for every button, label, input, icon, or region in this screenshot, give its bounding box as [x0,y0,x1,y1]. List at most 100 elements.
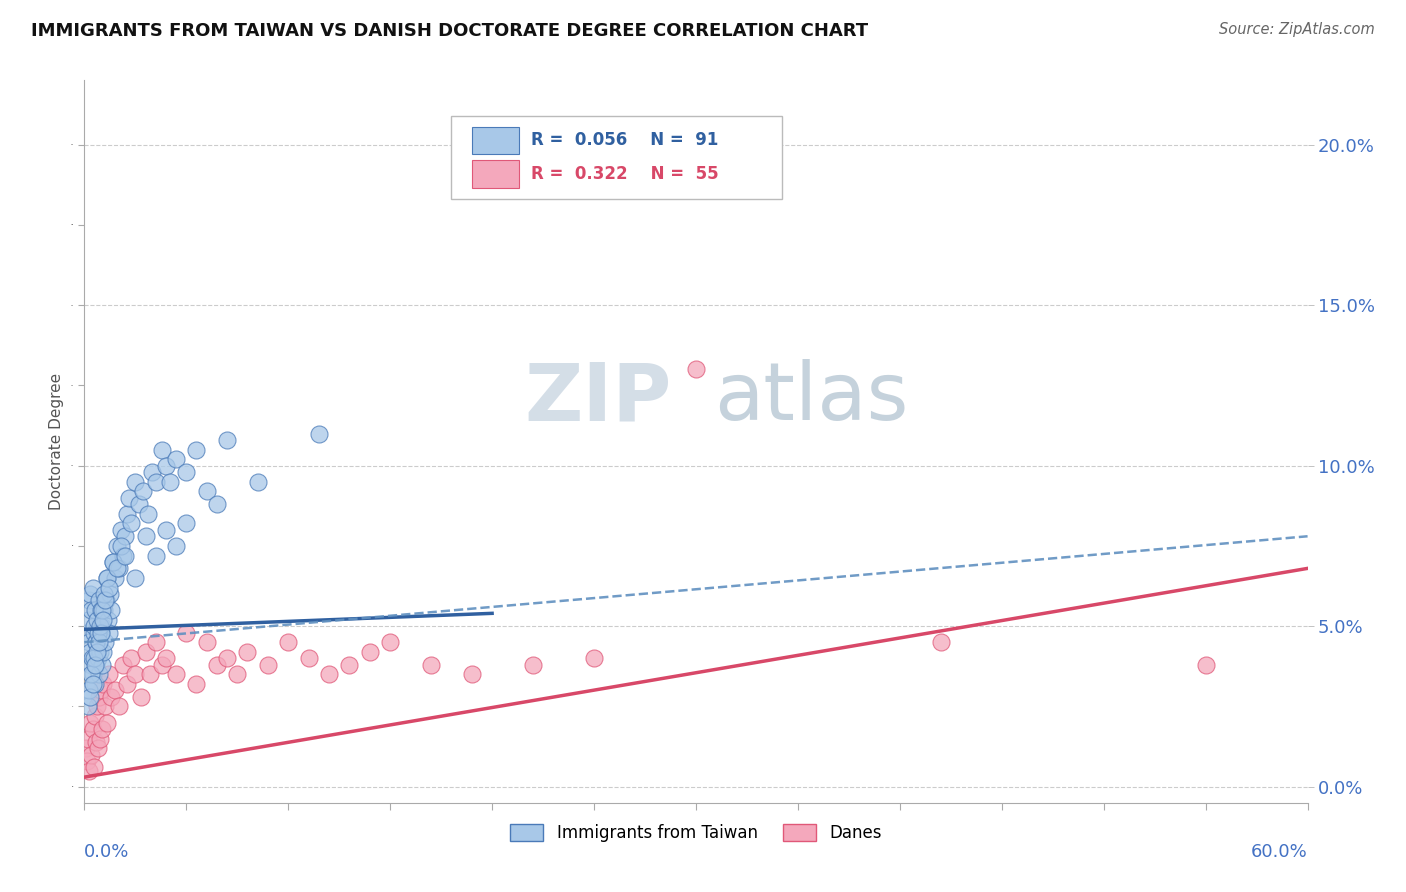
Point [226,667,249,681]
Point [104,571,127,585]
Point [217,433,239,447]
Text: IMMIGRANTS FROM TAIWAN VS DANISH DOCTORATE DEGREE CORRELATION CHART: IMMIGRANTS FROM TAIWAN VS DANISH DOCTORA… [31,22,868,40]
Point [90,657,112,672]
Point [83,760,105,774]
Point [110,523,132,537]
Point [120,651,142,665]
Point [80,747,103,762]
Point [79,683,101,698]
Point [155,458,177,473]
Point [79,764,101,778]
Point [461,667,484,681]
Point [929,635,952,649]
Point [155,651,177,665]
Point [112,549,135,563]
Point [83,657,105,672]
Text: R =  0.056    N =  91: R = 0.056 N = 91 [531,131,718,149]
FancyBboxPatch shape [451,117,782,200]
Point [236,645,259,659]
Point [141,465,163,479]
Point [76,754,98,768]
Point [87,635,110,649]
Point [83,651,105,665]
Point [104,683,127,698]
Point [128,497,150,511]
Point [83,619,105,633]
Point [120,516,142,531]
Point [186,442,208,457]
Point [101,555,124,569]
Point [257,657,280,672]
Point [97,581,120,595]
Point [114,549,136,563]
Point [77,635,100,649]
Point [145,475,167,489]
Point [80,657,103,672]
Point [101,555,124,569]
Point [174,516,197,531]
Point [86,651,108,665]
Point [298,651,321,665]
Point [84,657,107,672]
Point [91,677,114,691]
Point [82,677,104,691]
Point [89,619,111,633]
Point [159,475,181,489]
Point [420,657,443,672]
Point [82,667,104,681]
Point [115,507,138,521]
Text: atlas: atlas [714,359,908,437]
Point [150,657,173,672]
Point [79,645,101,659]
Point [165,539,187,553]
Point [165,452,187,467]
Point [339,657,361,672]
Point [86,699,108,714]
FancyBboxPatch shape [472,127,519,154]
Point [97,613,120,627]
Y-axis label: Doctorate Degree: Doctorate Degree [49,373,63,510]
Point [318,667,340,681]
Point [108,561,131,575]
Point [79,593,101,607]
Point [105,561,128,575]
Point [115,677,138,691]
Point [136,507,159,521]
Text: Source: ZipAtlas.com: Source: ZipAtlas.com [1219,22,1375,37]
Point [89,731,111,746]
Point [124,571,146,585]
Point [82,722,104,736]
Point [90,683,112,698]
Point [84,603,107,617]
Point [91,613,114,627]
Text: 0.0%: 0.0% [84,843,129,861]
Point [97,625,120,640]
Point [93,603,115,617]
Point [87,667,110,681]
Point [135,529,157,543]
Point [685,362,707,376]
Point [124,475,146,489]
Point [132,484,155,499]
Point [308,426,330,441]
Point [277,635,299,649]
Point [155,523,177,537]
Point [124,667,146,681]
Point [217,651,239,665]
Point [84,735,107,749]
Point [83,625,105,640]
Point [87,690,110,704]
Point [77,731,100,746]
Point [96,571,118,585]
Point [90,603,112,617]
Point [100,690,122,704]
Point [79,690,101,704]
Point [82,581,104,595]
Point [380,635,402,649]
Point [145,635,167,649]
Point [112,657,135,672]
Point [94,593,117,607]
Point [80,603,103,617]
Point [83,709,105,723]
Text: R =  0.322    N =  55: R = 0.322 N = 55 [531,165,718,183]
